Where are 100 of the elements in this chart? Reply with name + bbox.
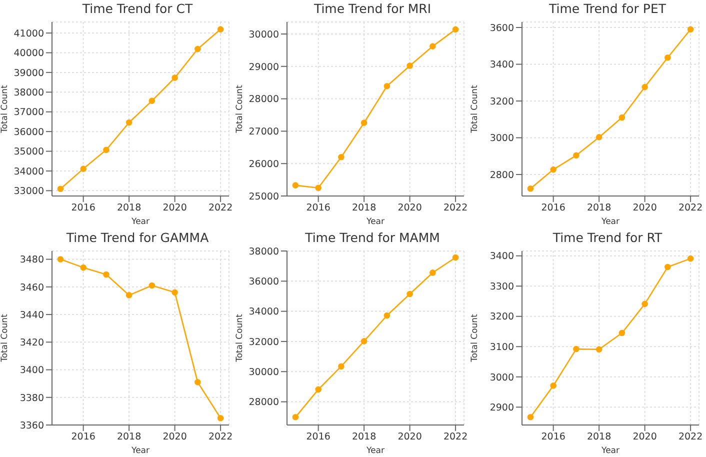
y-tick-label: 2800 [490,170,514,181]
point [596,134,602,140]
x-tick-label: 2018 [116,431,142,442]
point [126,292,132,298]
x-tick-label: 2016 [71,202,96,214]
y-tick-label: 35000 [14,146,44,158]
x-axis-title: Year [130,217,150,227]
x-tick-label: 2022 [208,431,233,442]
x-tick-label: 2018 [352,202,376,214]
point [103,270,110,278]
chart-title: Time Trend for RT [552,228,664,246]
y-axis-title: Total Count [235,84,246,134]
point [687,254,694,262]
x-axis-title: Year [366,446,385,456]
x-tick-label: 2016 [71,431,96,442]
y-tick-label: 25000 [248,191,279,202]
point [618,329,626,336]
y-tick-label: 3200 [490,311,514,322]
point [550,382,556,388]
chart-title: Time Trend for MRI [312,0,432,17]
y-tick-label: 3000 [490,133,514,144]
point [217,26,224,32]
chart-title: Time Trend for GAMMA [65,228,210,246]
y-axis-title: Total Count [235,312,246,362]
x-tick-label: 2022 [208,202,233,214]
point [80,166,86,172]
point [194,46,201,52]
x-tick-label: 2022 [443,431,468,442]
y-tick-label: 38000 [14,88,44,99]
y-tick-label: 3000 [490,372,514,383]
y-tick-label: 3420 [20,337,44,348]
point [103,146,110,154]
y-tick-label: 36000 [248,276,279,288]
y-tick-label: 3200 [490,96,514,108]
point [642,300,648,307]
point [527,413,534,420]
y-tick-label: 3100 [490,341,514,352]
x-tick-label: 2020 [398,202,422,214]
y-tick-label: 3400 [20,364,44,376]
point [148,282,156,288]
y-tick-label: 34000 [248,306,279,318]
x-tick-label: 2020 [632,431,657,442]
point [315,386,322,392]
point [292,182,299,188]
point [664,54,671,61]
point [687,26,694,32]
point [338,154,344,160]
point [360,120,368,126]
x-tick-label: 2018 [352,431,376,442]
point [360,338,368,344]
y-tick-label: 3400 [490,60,514,71]
y-tick-label: 26000 [248,158,279,170]
point [148,98,156,104]
x-tick-label: 2020 [398,431,422,442]
x-axis-title: Year [130,446,150,456]
point [573,152,580,159]
y-tick-label: 38000 [248,246,279,257]
x-tick-label: 2020 [162,431,187,442]
point [194,378,201,385]
x-tick-label: 2016 [306,202,330,214]
point [57,256,64,262]
y-tick-label: 3600 [490,22,514,34]
point [292,414,299,420]
y-axis-title: Total Count [0,84,10,134]
x-tick-label: 2016 [541,431,566,442]
point [57,186,64,192]
y-tick-label: 41000 [14,28,44,40]
point [596,346,602,352]
y-tick-label: 29000 [248,62,279,73]
point [573,345,580,352]
point [406,62,413,69]
y-tick-label: 3480 [20,254,44,266]
x-axis-title: Year [366,217,385,227]
chart-title: Time Trend for MAMM [304,228,441,246]
x-tick-label: 2022 [678,202,703,214]
point [430,43,436,50]
x-tick-label: 2018 [586,431,612,442]
y-axis-title: Total Count [0,312,10,362]
x-axis-title: Year [600,217,620,227]
y-tick-label: 3300 [490,280,514,292]
x-tick-label: 2020 [632,202,657,214]
y-tick-label: 33000 [14,186,44,198]
x-tick-label: 2018 [116,202,142,214]
point [618,114,626,121]
point [406,290,413,297]
y-tick-label: 3460 [20,282,44,293]
point [430,269,436,276]
x-tick-label: 2016 [306,431,330,442]
y-tick-label: 3380 [20,392,44,404]
point [527,186,534,192]
x-tick-label: 2020 [162,202,187,214]
y-tick-label: 28000 [248,396,279,408]
y-tick-label: 28000 [248,94,279,106]
y-tick-label: 32000 [248,336,279,348]
y-tick-label: 3400 [490,250,514,262]
point [384,312,390,318]
y-tick-label: 30000 [248,366,279,378]
point [172,288,178,296]
point [550,166,556,173]
y-axis-title: Total Count [470,312,480,362]
